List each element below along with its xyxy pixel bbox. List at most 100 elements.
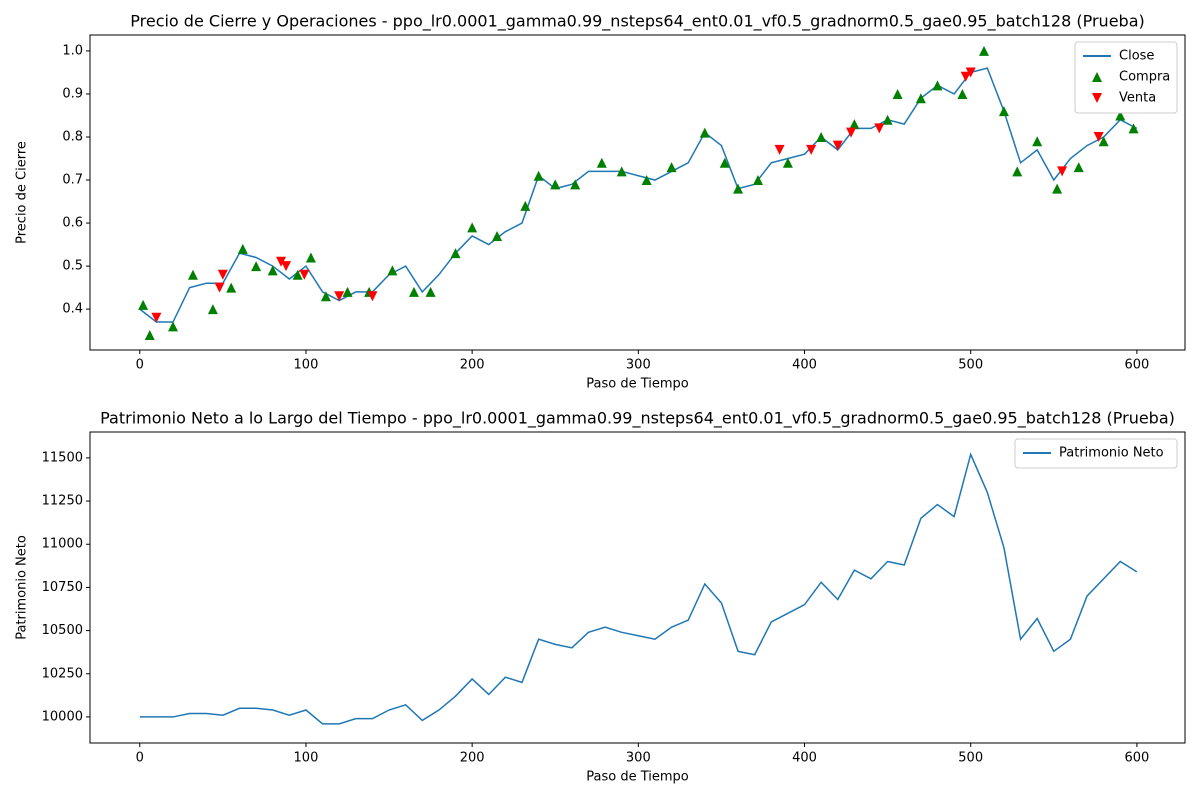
trade-marker xyxy=(874,123,885,134)
trade-marker xyxy=(752,175,763,186)
x-tick-label: 400 xyxy=(792,358,817,373)
trade-marker xyxy=(849,119,860,130)
trade-marker xyxy=(320,291,331,302)
x-axis-label: Paso de Tiempo xyxy=(586,770,689,785)
x-tick-label: 200 xyxy=(460,358,485,373)
trade-marker xyxy=(915,93,926,104)
trade-marker xyxy=(520,200,531,211)
y-tick-label: 0.4 xyxy=(62,302,83,317)
trade-marker xyxy=(782,157,793,168)
trade-marker xyxy=(882,114,893,125)
trade-marker xyxy=(138,299,149,310)
trade-marker xyxy=(267,265,278,276)
trade-marker xyxy=(957,88,968,99)
trade-marker xyxy=(334,291,345,302)
y-axis-label: Patrimonio Neto xyxy=(15,535,30,640)
y-tick-label: 11250 xyxy=(42,494,83,509)
x-tick-label: 500 xyxy=(958,358,983,373)
trade-marker xyxy=(596,157,607,168)
y-tick-label: 10750 xyxy=(42,580,83,595)
trade-marker xyxy=(774,144,785,155)
y-tick-label: 0.7 xyxy=(62,173,83,188)
trade-marker xyxy=(1115,110,1126,121)
trade-marker xyxy=(226,282,237,293)
trade-marker xyxy=(806,144,817,155)
trade-marker xyxy=(237,243,248,254)
close-line xyxy=(139,67,1138,323)
trade-marker xyxy=(570,179,581,190)
trade-marker xyxy=(151,312,162,323)
trade-marker xyxy=(1032,136,1043,147)
x-tick-label: 300 xyxy=(626,751,651,766)
trade-marker xyxy=(1052,183,1063,194)
y-axis-label: Precio de Cierre xyxy=(15,141,30,244)
y-tick-label: 11500 xyxy=(42,450,83,465)
x-tick-label: 100 xyxy=(294,358,319,373)
plot-area xyxy=(138,45,1139,340)
trade-marker xyxy=(144,329,155,340)
x-tick-label: 600 xyxy=(1124,358,1149,373)
y-tick-label: 11000 xyxy=(42,537,83,552)
trade-marker xyxy=(217,269,228,280)
x-tick-label: 600 xyxy=(1124,751,1149,766)
plot-area xyxy=(139,452,1138,725)
y-tick-label: 10250 xyxy=(42,666,83,681)
trade-marker xyxy=(641,175,652,186)
x-tick-label: 0 xyxy=(136,358,144,373)
trade-marker xyxy=(846,127,857,138)
trade-marker xyxy=(1098,136,1109,147)
y-tick-label: 0.6 xyxy=(62,216,83,231)
trade-marker xyxy=(965,67,976,78)
x-tick-label: 200 xyxy=(460,751,485,766)
trade-marker xyxy=(1128,123,1139,134)
trade-marker xyxy=(816,131,827,142)
trade-marker xyxy=(214,282,225,293)
y-tick-label: 0.8 xyxy=(62,129,83,144)
trade-marker xyxy=(550,179,561,190)
legend-box xyxy=(1014,438,1178,469)
trade-marker xyxy=(387,265,398,276)
close-line xyxy=(139,452,1138,725)
trade-marker xyxy=(998,106,1009,117)
legend-label: Compra xyxy=(1119,70,1170,85)
trade-marker xyxy=(467,222,478,233)
legend-swatch xyxy=(1092,72,1102,82)
trade-marker xyxy=(1012,166,1023,177)
trade-marker xyxy=(408,286,419,297)
x-tick-label: 400 xyxy=(792,751,817,766)
y-tick-label: 0.5 xyxy=(62,259,83,274)
x-axis-label: Paso de Tiempo xyxy=(586,377,689,392)
trade-marker xyxy=(832,140,843,151)
trade-marker xyxy=(978,45,989,56)
axes-frame xyxy=(89,34,1186,351)
legend-label: Patrimonio Neto xyxy=(1059,446,1164,461)
trade-marker xyxy=(251,261,262,272)
chart-title: Precio de Cierre y Operaciones - ppo_lr0… xyxy=(130,12,1144,32)
trade-marker xyxy=(666,162,677,173)
trade-marker xyxy=(1073,162,1084,173)
trade-marker xyxy=(719,157,730,168)
y-tick-label: 0.9 xyxy=(62,86,83,101)
trade-marker xyxy=(892,88,903,99)
trade-marker xyxy=(1093,131,1104,142)
trade-marker xyxy=(425,286,436,297)
trade-marker xyxy=(932,80,943,91)
trade-marker xyxy=(960,71,971,82)
trade-marker xyxy=(533,170,544,181)
trade-marker xyxy=(492,230,503,241)
trade-marker xyxy=(367,291,378,302)
legend-label: Close xyxy=(1119,49,1154,64)
chart-title: Patrimonio Neto a lo Largo del Tiempo - … xyxy=(100,409,1175,429)
trade-marker xyxy=(699,127,710,138)
x-tick-label: 100 xyxy=(294,751,319,766)
legend-swatch xyxy=(1092,93,1102,103)
trade-marker xyxy=(616,166,627,177)
trade-marker xyxy=(305,252,316,263)
trade-marker xyxy=(187,269,198,280)
x-tick-label: 300 xyxy=(626,358,651,373)
trade-marker xyxy=(276,256,287,267)
legend-label: Venta xyxy=(1119,91,1156,106)
trade-marker xyxy=(733,183,744,194)
